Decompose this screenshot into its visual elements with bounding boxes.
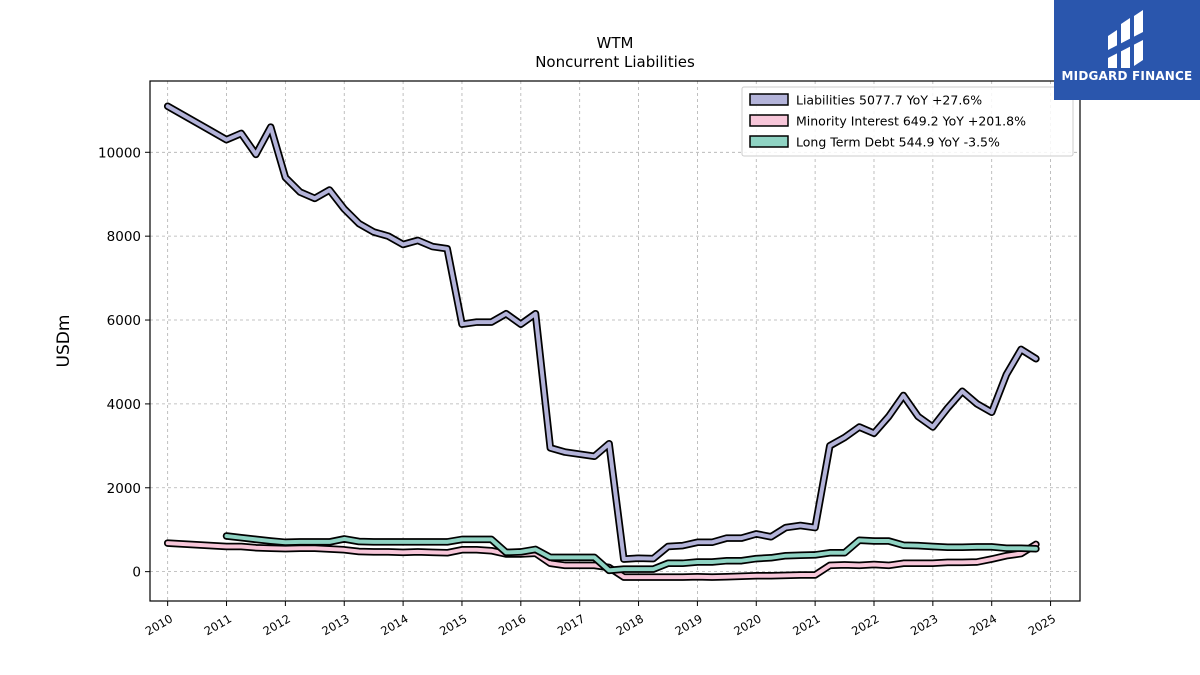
x-tick-label: 2012 bbox=[261, 611, 293, 638]
legend: Liabilities 5077.7 YoY +27.6% Minority In… bbox=[741, 86, 1074, 157]
series-line-outline bbox=[163, 102, 1040, 563]
x-tick-label: 2010 bbox=[143, 611, 175, 638]
x-tick-label: 2025 bbox=[1026, 611, 1058, 638]
x-axis: 2010 2011 2012 2013 2014 2015 2016 2017 2018 2019… bbox=[143, 601, 1058, 638]
y-axis-label: USDm bbox=[54, 315, 74, 368]
y-tick-label: 8000 bbox=[107, 229, 141, 245]
legend-entry: Liabilities 5077.7 YoY +27.6% bbox=[796, 93, 982, 108]
x-tick-label: 2020 bbox=[731, 611, 763, 638]
midgard-logo-icon bbox=[1108, 10, 1143, 68]
x-tick-label: 2017 bbox=[555, 611, 587, 638]
chart-subtitle: Noncurrent Liabilities bbox=[535, 53, 695, 71]
y-tick-label: 4000 bbox=[107, 397, 141, 413]
y-axis: 0 2000 4000 6000 8000 10000 bbox=[98, 145, 150, 581]
x-tick-label: 2011 bbox=[202, 611, 234, 638]
x-tick-label: 2024 bbox=[967, 611, 999, 638]
y-tick-label: 2000 bbox=[107, 481, 141, 497]
series-line bbox=[165, 541, 1038, 580]
legend-swatch bbox=[749, 114, 789, 127]
gridlines bbox=[150, 81, 1080, 601]
x-tick-label: 2014 bbox=[378, 611, 410, 638]
legend-entry: Long Term Debt 544.9 YoY -3.5% bbox=[796, 135, 1000, 150]
x-tick-label: 2018 bbox=[614, 611, 646, 638]
x-tick-label: 2023 bbox=[908, 611, 940, 638]
legend-swatch bbox=[749, 135, 789, 148]
legend-swatch bbox=[749, 93, 789, 106]
brand-logo: MIDGARD FINANCE bbox=[1054, 0, 1200, 100]
x-tick-label: 2021 bbox=[790, 611, 822, 638]
x-tick-label: 2013 bbox=[319, 611, 351, 638]
x-tick-label: 2019 bbox=[673, 611, 705, 638]
brand-name: MIDGARD FINANCE bbox=[1061, 69, 1193, 83]
chart-title: WTM bbox=[597, 34, 634, 52]
y-tick-label: 10000 bbox=[98, 145, 141, 161]
y-tick-label: 0 bbox=[132, 565, 141, 581]
x-tick-label: 2015 bbox=[437, 611, 469, 638]
series-lines bbox=[163, 102, 1040, 581]
x-tick-label: 2022 bbox=[849, 611, 881, 638]
plot-frame bbox=[149, 80, 1081, 602]
series-line bbox=[224, 534, 1038, 573]
y-tick-label: 6000 bbox=[107, 313, 141, 329]
x-tick-label: 2016 bbox=[496, 611, 528, 638]
series-line bbox=[165, 104, 1038, 562]
legend-box bbox=[741, 86, 1074, 157]
legend-entry: Minority Interest 649.2 YoY +201.8% bbox=[796, 114, 1026, 129]
